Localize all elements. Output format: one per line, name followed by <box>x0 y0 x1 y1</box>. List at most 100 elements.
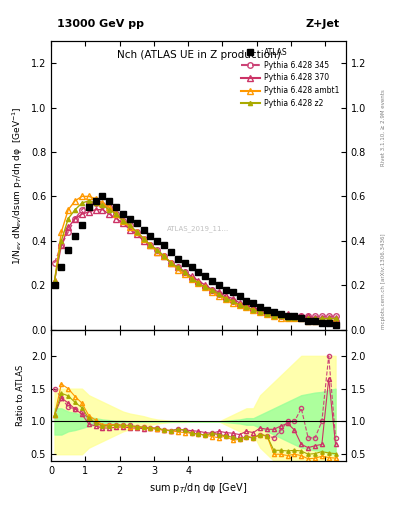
Pythia 6.428 ambt1 <box>86 194 91 200</box>
Pythia 6.428 z2 <box>264 311 269 317</box>
ATLAS <box>169 249 173 255</box>
Pythia 6.428 345 <box>189 275 194 282</box>
Pythia 6.428 ambt1 <box>251 307 256 313</box>
Pythia 6.428 370 <box>134 231 139 237</box>
Pythia 6.428 370 <box>79 211 84 217</box>
Pythia 6.428 ambt1 <box>128 224 132 230</box>
Pythia 6.428 ambt1 <box>134 229 139 235</box>
Pythia 6.428 345 <box>176 264 180 270</box>
Pythia 6.428 370 <box>326 315 331 322</box>
Pythia 6.428 ambt1 <box>217 293 221 300</box>
Line: Pythia 6.428 ambt1: Pythia 6.428 ambt1 <box>52 194 338 324</box>
ATLAS <box>162 242 167 248</box>
Pythia 6.428 370 <box>299 313 304 319</box>
Pythia 6.428 345 <box>128 222 132 228</box>
Pythia 6.428 370 <box>121 220 125 226</box>
Pythia 6.428 345 <box>141 236 146 242</box>
ATLAS <box>141 227 146 233</box>
Pythia 6.428 370 <box>285 311 290 317</box>
Pythia 6.428 ambt1 <box>264 311 269 317</box>
Pythia 6.428 ambt1 <box>73 198 77 204</box>
ATLAS <box>278 311 283 317</box>
ATLAS <box>155 238 160 244</box>
Pythia 6.428 ambt1 <box>66 207 71 213</box>
ATLAS <box>299 315 304 322</box>
Pythia 6.428 345 <box>333 313 338 319</box>
Pythia 6.428 ambt1 <box>107 204 112 210</box>
ATLAS <box>182 260 187 266</box>
ATLAS <box>217 282 221 288</box>
Pythia 6.428 z2 <box>121 218 125 224</box>
Pythia 6.428 ambt1 <box>162 253 167 260</box>
Pythia 6.428 345 <box>100 202 105 208</box>
Pythia 6.428 z2 <box>258 309 263 315</box>
Pythia 6.428 ambt1 <box>299 315 304 322</box>
Pythia 6.428 345 <box>306 313 310 319</box>
ATLAS <box>59 264 64 270</box>
Pythia 6.428 z2 <box>155 247 160 253</box>
Pythia 6.428 ambt1 <box>244 304 249 310</box>
ATLAS <box>73 233 77 240</box>
Pythia 6.428 ambt1 <box>313 317 318 324</box>
Pythia 6.428 ambt1 <box>320 317 324 324</box>
Pythia 6.428 345 <box>258 309 263 315</box>
Pythia 6.428 345 <box>210 287 215 293</box>
Pythia 6.428 345 <box>292 313 297 319</box>
Pythia 6.428 370 <box>141 238 146 244</box>
Pythia 6.428 z2 <box>272 313 276 319</box>
Pythia 6.428 345 <box>155 247 160 253</box>
Pythia 6.428 345 <box>264 311 269 317</box>
Pythia 6.428 370 <box>93 207 98 213</box>
Line: Pythia 6.428 370: Pythia 6.428 370 <box>52 207 338 321</box>
Pythia 6.428 z2 <box>93 200 98 206</box>
ATLAS <box>333 322 338 328</box>
Pythia 6.428 370 <box>217 289 221 295</box>
Pythia 6.428 370 <box>176 264 180 270</box>
Pythia 6.428 ambt1 <box>237 302 242 308</box>
Pythia 6.428 ambt1 <box>210 289 215 295</box>
Pythia 6.428 370 <box>203 282 208 288</box>
Pythia 6.428 345 <box>285 313 290 319</box>
Pythia 6.428 370 <box>155 249 160 255</box>
Pythia 6.428 z2 <box>292 315 297 322</box>
Pythia 6.428 ambt1 <box>52 278 57 284</box>
ATLAS <box>210 278 215 284</box>
ATLAS <box>224 287 228 293</box>
Pythia 6.428 370 <box>224 293 228 300</box>
Pythia 6.428 z2 <box>182 269 187 275</box>
Pythia 6.428 345 <box>196 280 201 286</box>
Pythia 6.428 z2 <box>244 304 249 310</box>
Pythia 6.428 z2 <box>210 287 215 293</box>
Pythia 6.428 ambt1 <box>224 295 228 302</box>
Pythia 6.428 370 <box>264 309 269 315</box>
ATLAS <box>134 220 139 226</box>
Pythia 6.428 370 <box>333 315 338 322</box>
ATLAS <box>86 204 91 210</box>
Pythia 6.428 370 <box>258 307 263 313</box>
ATLAS <box>272 309 276 315</box>
ATLAS <box>251 300 256 306</box>
Pythia 6.428 ambt1 <box>114 211 119 217</box>
Pythia 6.428 z2 <box>333 315 338 322</box>
Pythia 6.428 z2 <box>313 315 318 322</box>
ATLAS <box>52 282 57 288</box>
Pythia 6.428 z2 <box>196 280 201 286</box>
Pythia 6.428 345 <box>230 297 235 304</box>
Pythia 6.428 345 <box>66 229 71 235</box>
Pythia 6.428 z2 <box>237 302 242 308</box>
Pythia 6.428 345 <box>73 216 77 222</box>
ATLAS <box>258 304 263 310</box>
Pythia 6.428 370 <box>162 253 167 260</box>
Pythia 6.428 ambt1 <box>148 242 153 248</box>
Pythia 6.428 z2 <box>128 222 132 228</box>
ATLAS <box>148 233 153 240</box>
Pythia 6.428 z2 <box>52 278 57 284</box>
ATLAS <box>121 211 125 217</box>
Pythia 6.428 z2 <box>114 211 119 217</box>
Pythia 6.428 370 <box>292 313 297 319</box>
Pythia 6.428 ambt1 <box>100 200 105 206</box>
Pythia 6.428 345 <box>217 291 221 297</box>
Pythia 6.428 z2 <box>326 315 331 322</box>
Pythia 6.428 370 <box>169 260 173 266</box>
Pythia 6.428 370 <box>230 295 235 302</box>
